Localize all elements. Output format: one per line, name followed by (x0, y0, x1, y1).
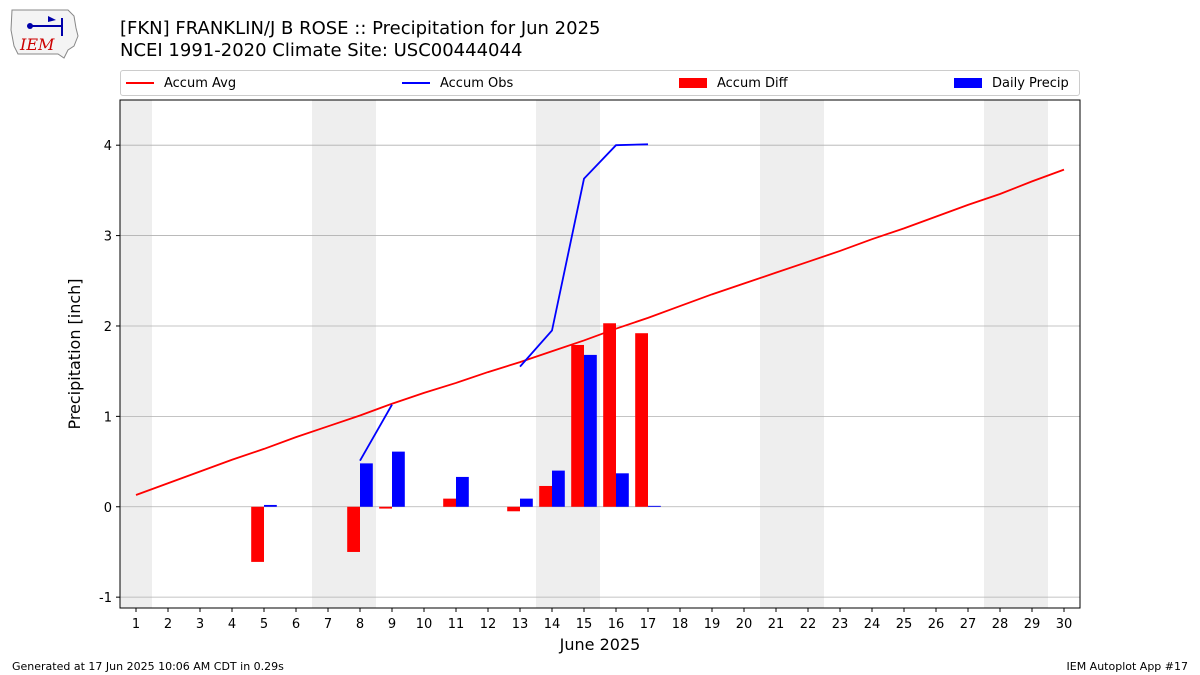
y-tick-label: 1 (104, 410, 112, 425)
chart-title: [FKN] FRANKLIN/J B ROSE :: Precipitation… (120, 18, 601, 39)
x-tick-label: 15 (576, 617, 593, 632)
x-tick-label: 1 (132, 617, 140, 632)
x-tick-label: 27 (960, 617, 977, 632)
legend-swatch (126, 82, 154, 84)
x-tick-label: 18 (672, 617, 689, 632)
accum-diff-bar (507, 506, 520, 512)
x-tick-label: 11 (448, 617, 465, 632)
daily-precip-bar (616, 473, 629, 507)
weekend-band (760, 100, 824, 608)
x-tick-label: 7 (324, 617, 332, 632)
legend-label: Accum Obs (440, 75, 514, 91)
x-tick-label: 24 (864, 617, 881, 632)
x-tick-label: 21 (768, 617, 785, 632)
legend-swatch (954, 78, 982, 88)
x-tick-label: 20 (736, 617, 753, 632)
x-tick-label: 26 (928, 617, 945, 632)
x-tick-label: 9 (388, 617, 396, 632)
svg-text:IEM: IEM (19, 35, 55, 54)
app-credit: IEM Autoplot App #17 (1066, 660, 1189, 673)
daily-precip-bar (392, 451, 405, 507)
accum-obs-line (359, 404, 393, 462)
y-tick-label: 4 (104, 139, 112, 154)
accum-diff-bar (571, 344, 584, 507)
x-tick-label: 12 (480, 617, 497, 632)
accum-obs-line (519, 143, 649, 368)
x-tick-label: 19 (704, 617, 721, 632)
x-tick-label: 29 (1024, 617, 1041, 632)
x-tick-label: 8 (356, 617, 364, 632)
daily-precip-bar (520, 498, 533, 507)
daily-precip-bar (360, 463, 373, 507)
legend-accum-diff: Accum Diff (679, 74, 788, 92)
x-tick-label: 22 (800, 617, 817, 632)
y-tick-label: 3 (104, 230, 112, 245)
weekend-band (536, 100, 600, 608)
legend-label: Daily Precip (992, 75, 1069, 91)
accum-diff-bar (251, 506, 264, 562)
x-axis-label: June 2025 (559, 635, 641, 654)
iem-logo: IEM (10, 9, 79, 59)
chart-legend: Accum Avg Accum Obs Accum Diff Daily Pre… (120, 70, 1080, 96)
x-tick-label: 16 (608, 617, 625, 632)
legend-swatch (679, 78, 707, 88)
y-tick-label: -1 (99, 591, 112, 606)
x-tick-label: 30 (1056, 617, 1073, 632)
y-tick-label: 0 (104, 501, 112, 516)
accum-diff-bar (379, 506, 392, 509)
weekend-band (984, 100, 1048, 608)
plot-frame (119, 99, 1081, 609)
legend-daily-precip: Daily Precip (954, 74, 1069, 92)
daily-precip-bar (264, 504, 277, 507)
accum-diff-bar (635, 333, 648, 507)
y-axis-label: Precipitation [inch] (65, 278, 84, 429)
x-tick-label: 2 (164, 617, 172, 632)
legend-label: Accum Diff (717, 75, 788, 91)
y-tick-label: 2 (104, 320, 112, 335)
accum-diff-bar (443, 498, 456, 507)
x-tick-label: 10 (416, 617, 433, 632)
legend-swatch (402, 82, 430, 84)
generated-timestamp: Generated at 17 Jun 2025 10:06 AM CDT in… (12, 660, 284, 673)
x-tick-label: 17 (640, 617, 657, 632)
x-tick-label: 28 (992, 617, 1009, 632)
x-tick-label: 13 (512, 617, 529, 632)
daily-precip-bar (456, 476, 469, 507)
x-tick-label: 4 (228, 617, 236, 632)
x-tick-label: 14 (544, 617, 561, 632)
weekend-band (120, 100, 152, 608)
legend-label: Accum Avg (164, 75, 237, 91)
accum-diff-bar (603, 323, 616, 507)
x-tick-label: 6 (292, 617, 300, 632)
x-tick-label: 3 (196, 617, 204, 632)
accum-diff-bar (539, 485, 552, 507)
accum-diff-bar (347, 506, 360, 552)
chart-subtitle: NCEI 1991-2020 Climate Site: USC00444044 (120, 40, 523, 61)
x-tick-label: 25 (896, 617, 913, 632)
accum-avg-line (135, 168, 1065, 496)
x-tick-label: 23 (832, 617, 849, 632)
legend-accum-avg: Accum Avg (126, 74, 236, 92)
daily-precip-bar (552, 470, 565, 507)
daily-precip-bar (584, 354, 597, 507)
daily-precip-bar (648, 505, 661, 507)
legend-accum-obs: Accum Obs (402, 74, 513, 92)
x-tick-label: 5 (260, 617, 268, 632)
weekend-band (312, 100, 376, 608)
